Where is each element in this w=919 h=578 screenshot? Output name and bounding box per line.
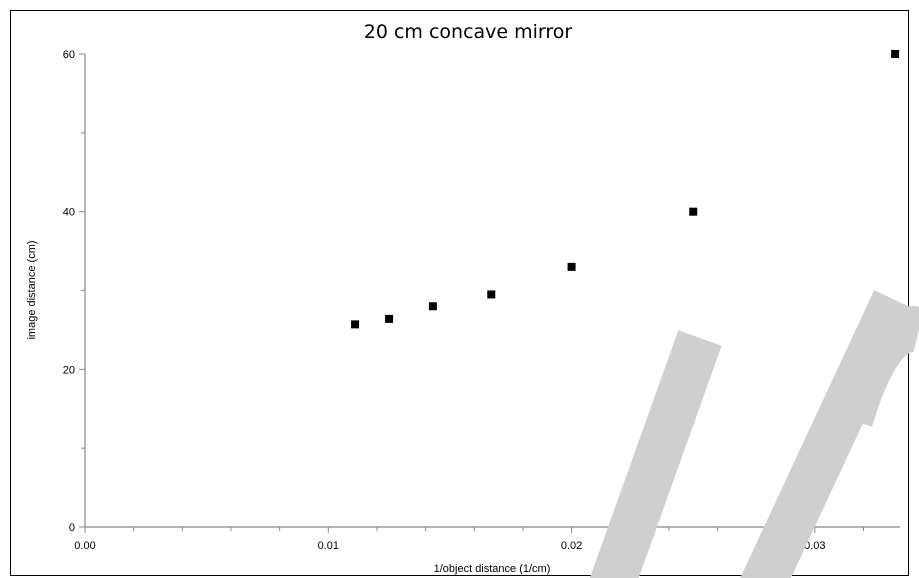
data-point — [891, 50, 900, 58]
data-point — [689, 207, 698, 216]
chart-title: 20 cm concave mirror — [364, 21, 573, 43]
x-axis-label: 1/object distance (1/cm) — [434, 563, 551, 575]
data-point — [487, 290, 496, 299]
watermark — [589, 290, 919, 578]
chart-frame — [10, 10, 909, 576]
watermark-stroke-3 — [827, 306, 919, 427]
x-tick-label: 0.01 — [318, 540, 339, 552]
data-point — [385, 314, 394, 323]
x-tick-label: 0.00 — [74, 540, 95, 552]
x-tick-label: 0.02 — [561, 540, 582, 552]
ticks — [79, 53, 865, 533]
watermark-stroke-1 — [589, 330, 722, 578]
data-point — [567, 262, 576, 271]
y-tick-label: 40 — [63, 207, 75, 219]
data-point — [351, 320, 360, 329]
x-tick-label: 0.03 — [804, 540, 825, 552]
tick-labels: 0.00 0.01 0.02 0.03 0 20 40 60 — [63, 49, 826, 552]
y-tick-label: 0 — [69, 522, 75, 534]
y-tick-label: 20 — [63, 364, 75, 376]
data-points — [351, 50, 900, 329]
y-tick-label: 60 — [63, 49, 75, 61]
y-axis-label: image distance (cm) — [26, 240, 38, 339]
data-point — [428, 302, 437, 311]
